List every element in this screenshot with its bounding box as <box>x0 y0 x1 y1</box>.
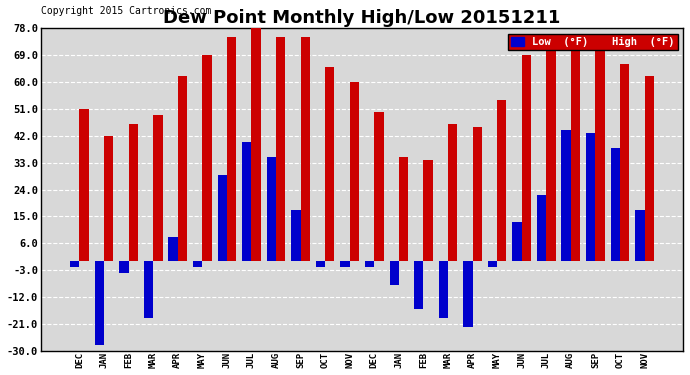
Bar <box>374 112 384 261</box>
Bar <box>439 261 448 318</box>
Bar <box>153 115 163 261</box>
Bar <box>119 261 128 273</box>
Bar <box>95 261 104 345</box>
Bar <box>424 160 433 261</box>
Bar <box>128 124 138 261</box>
Legend: Low  (°F), High  (°F): Low (°F), High (°F) <box>508 34 678 50</box>
Bar <box>414 261 424 309</box>
Bar <box>497 100 506 261</box>
Bar <box>178 76 187 261</box>
Bar <box>399 157 408 261</box>
Text: Copyright 2015 Cartronics.com: Copyright 2015 Cartronics.com <box>41 6 211 16</box>
Bar <box>513 222 522 261</box>
Bar <box>217 175 227 261</box>
Bar <box>365 261 374 267</box>
Bar <box>562 130 571 261</box>
Bar <box>537 195 546 261</box>
Bar <box>448 124 457 261</box>
Bar <box>325 67 335 261</box>
Bar <box>571 38 580 261</box>
Bar <box>350 82 359 261</box>
Bar <box>316 261 325 267</box>
Bar <box>251 28 261 261</box>
Bar <box>104 136 113 261</box>
Bar <box>202 56 212 261</box>
Bar <box>620 64 629 261</box>
Bar <box>144 261 153 318</box>
Bar <box>635 210 644 261</box>
Bar <box>193 261 202 267</box>
Bar <box>473 127 482 261</box>
Bar <box>267 157 276 261</box>
Bar <box>644 76 654 261</box>
Bar <box>301 38 310 261</box>
Bar <box>227 38 236 261</box>
Bar <box>611 148 620 261</box>
Bar <box>546 46 555 261</box>
Bar <box>488 261 497 267</box>
Bar <box>390 261 399 285</box>
Bar <box>340 261 350 267</box>
Bar <box>276 38 286 261</box>
Bar <box>291 210 301 261</box>
Bar <box>242 142 251 261</box>
Bar <box>595 38 604 261</box>
Bar <box>79 109 89 261</box>
Bar <box>522 56 531 261</box>
Title: Dew Point Monthly High/Low 20151211: Dew Point Monthly High/Low 20151211 <box>164 9 561 27</box>
Bar <box>586 133 595 261</box>
Bar <box>168 237 178 261</box>
Bar <box>70 261 79 267</box>
Bar <box>463 261 473 327</box>
